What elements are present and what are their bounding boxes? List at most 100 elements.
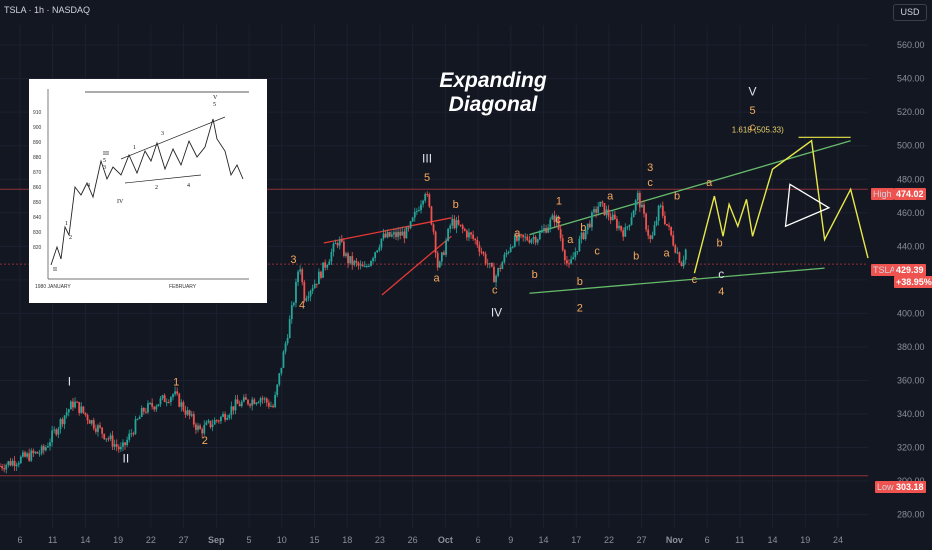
candle-body xyxy=(607,209,610,217)
candle-body xyxy=(495,275,497,283)
candle-body xyxy=(395,232,397,237)
candle-body xyxy=(280,367,283,374)
candle-body xyxy=(380,238,383,248)
candle-body xyxy=(405,227,408,239)
candle-body xyxy=(67,409,70,413)
candle-body xyxy=(465,230,468,238)
candle-body xyxy=(428,194,431,207)
symbol-header[interactable]: TSLA · 1h · NASDAQ xyxy=(4,5,91,15)
candle-body xyxy=(261,398,264,400)
candle-body xyxy=(553,215,556,223)
candle-body xyxy=(351,256,354,265)
x-tick-label: 22 xyxy=(146,535,156,545)
candle-body xyxy=(638,192,641,208)
x-tick-label: 6 xyxy=(17,535,22,545)
inset-y-tick: 850 xyxy=(33,200,42,206)
channel-lower-line xyxy=(529,267,825,294)
candle-body xyxy=(576,251,579,253)
candle-body xyxy=(147,403,149,413)
candle-body xyxy=(647,229,650,236)
candle-body xyxy=(17,463,20,465)
candle-body xyxy=(449,225,452,229)
time-axis[interactable]: 6 11 14 19 22 27 Sep 5 10 15 18 23 26 Oct 6 9 14 17 22 27 No… xyxy=(17,535,843,545)
candle-body xyxy=(203,424,206,434)
y-tick-label: 560.00 xyxy=(897,40,925,50)
candle-body xyxy=(238,403,241,407)
inset-wave-label: 1 xyxy=(65,221,68,227)
candle-body xyxy=(663,215,666,225)
candle-body xyxy=(555,216,558,223)
x-tick-label: 10 xyxy=(277,535,287,545)
inset-wave-label: II xyxy=(53,267,57,273)
wave-label: 4 xyxy=(718,286,724,298)
candle-body xyxy=(9,461,12,466)
elliott-reference-figure: 910 900 890 880 870 860 850 840 830 820 1980 JANUA… xyxy=(29,79,267,303)
inset-price-path xyxy=(50,118,244,266)
candle-body xyxy=(453,218,456,229)
candle-body xyxy=(215,420,218,422)
candle-body xyxy=(47,446,49,448)
candle-body xyxy=(242,397,245,402)
candle-body xyxy=(24,452,26,457)
candle-body xyxy=(474,238,477,241)
candle-body xyxy=(88,420,91,424)
candle-body xyxy=(470,232,472,235)
candle-body xyxy=(126,439,129,446)
candle-body xyxy=(459,224,462,226)
candle-body xyxy=(676,252,679,254)
candle-body xyxy=(82,406,85,413)
wave-label: a xyxy=(664,247,671,259)
candle-body xyxy=(424,194,427,201)
candle-body xyxy=(299,269,302,272)
candle-body xyxy=(509,247,512,252)
candle-body xyxy=(0,465,1,467)
candle-body xyxy=(541,230,543,233)
candle-body xyxy=(7,461,10,465)
candle-body xyxy=(132,433,135,435)
candle-body xyxy=(263,398,266,400)
candle-body xyxy=(653,225,656,236)
candle-body xyxy=(455,220,458,229)
inset-wave-label: 1 xyxy=(133,145,136,151)
fib-target-label: 1.618 (505.33) xyxy=(732,125,784,134)
wave-label: c xyxy=(594,246,600,258)
candle-body xyxy=(370,261,372,266)
x-tick-label: 27 xyxy=(179,535,189,545)
candle-body xyxy=(468,232,470,238)
candle-body xyxy=(65,412,68,416)
candle-body xyxy=(340,239,343,242)
inset-wave-label: 3 xyxy=(103,165,106,171)
candle-body xyxy=(172,394,174,398)
y-tick-label: 540.00 xyxy=(897,74,925,84)
candle-body xyxy=(355,260,358,263)
x-tick-label: 26 xyxy=(408,535,418,545)
candle-body xyxy=(518,234,520,241)
candle-body xyxy=(593,209,595,213)
candle-body xyxy=(199,425,201,430)
x-tick-label: 14 xyxy=(539,535,549,545)
x-tick-label: 17 xyxy=(571,535,581,545)
candle-body xyxy=(320,271,322,278)
chart-headline: Expanding Diagonal xyxy=(439,69,547,116)
candle-body xyxy=(595,209,597,213)
candle-body xyxy=(192,414,195,425)
candle-body xyxy=(611,214,614,221)
candle-body xyxy=(334,243,337,245)
candle-body xyxy=(580,232,583,239)
candle-body xyxy=(182,402,185,411)
y-tick-label: 360.00 xyxy=(897,375,925,385)
currency-button[interactable]: USD xyxy=(893,4,927,21)
candle-body xyxy=(240,401,243,407)
y-tick-label: 320.00 xyxy=(897,443,925,453)
candle-body xyxy=(511,246,514,248)
candle-body xyxy=(122,442,124,447)
candle-body xyxy=(136,419,139,421)
candle-body xyxy=(76,401,79,403)
candle-body xyxy=(649,235,652,239)
wave-label: a xyxy=(706,177,713,189)
wave-label: III xyxy=(422,151,432,165)
candle-body xyxy=(165,402,168,404)
candlestick-series xyxy=(0,190,687,474)
wedge-lower-line xyxy=(381,235,452,296)
candle-body xyxy=(568,263,570,265)
